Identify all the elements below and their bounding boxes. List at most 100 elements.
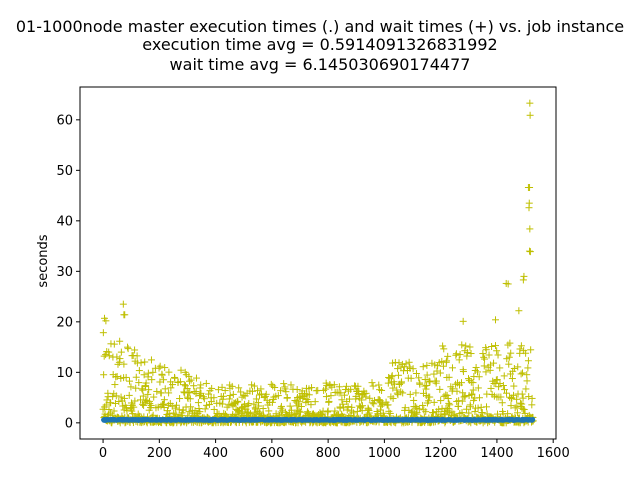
wait-time-point (340, 391, 348, 399)
wait-time-point (248, 387, 256, 395)
wait-time-point (505, 353, 513, 361)
wait-time-point (393, 386, 401, 394)
wait-time-point (463, 405, 471, 413)
wait-time-point (335, 383, 343, 391)
wait-time-point (469, 379, 477, 387)
wait-time-point (115, 358, 123, 366)
wait-time-point (262, 390, 270, 398)
wait-time-point (122, 373, 130, 381)
wait-time-point (520, 405, 528, 413)
wait-time-point (526, 225, 534, 233)
wait-time-point (492, 342, 500, 350)
wait-time-point (102, 317, 110, 325)
wait-time-point (194, 399, 202, 407)
x-tick-label: 1600 (537, 446, 570, 461)
wait-time-point (148, 376, 156, 384)
wait-time-point (369, 382, 377, 390)
wait-time-point (358, 396, 366, 404)
wait-time-point (131, 346, 139, 354)
x-tick-label: 1000 (368, 446, 401, 461)
wait-time-point (366, 394, 374, 402)
wait-time-point (192, 374, 200, 382)
wait-time-point (144, 369, 152, 377)
wait-time-point (286, 402, 294, 410)
wait-time-point (163, 407, 171, 415)
wait-time-point (131, 397, 139, 405)
wait-time-point (111, 381, 119, 389)
wait-time-point (496, 364, 504, 372)
wait-time-point (440, 392, 448, 400)
wait-time-point (522, 349, 530, 357)
wait-time-point (412, 403, 420, 411)
x-tick-label: 0 (99, 446, 107, 461)
wait-time-point (119, 300, 127, 308)
wait-time-point (135, 379, 143, 387)
wait-time-point (324, 407, 332, 415)
wait-time-point (187, 376, 195, 384)
wait-time-point (185, 377, 193, 385)
wait-time-point (110, 407, 118, 415)
wait-time-point (455, 356, 463, 364)
wait-time-point (110, 340, 118, 348)
wait-time-point (421, 375, 429, 383)
wait-time-point (116, 355, 124, 363)
wait-time-point (283, 394, 291, 402)
wait-time-point (287, 381, 295, 389)
wait-time-point (518, 390, 526, 398)
wait-time-point (430, 370, 438, 378)
wait-time-point (100, 371, 108, 379)
wait-time-point (472, 363, 480, 371)
wait-time-point (506, 339, 514, 347)
wait-time-point (117, 348, 125, 356)
wait-time-point (149, 368, 157, 376)
wait-time-point (120, 394, 128, 402)
wait-time-point (465, 375, 473, 383)
wait-time-point (132, 384, 140, 392)
wait-time-point (510, 364, 518, 372)
wait-time-point (185, 372, 193, 380)
wait-time-point (180, 388, 188, 396)
wait-time-point (176, 395, 184, 403)
wait-time-point (495, 383, 503, 391)
wait-time-point (196, 408, 204, 416)
wait-time-point (267, 380, 275, 388)
wait-time-point (469, 386, 477, 394)
wait-time-point (526, 247, 534, 255)
wait-time-point (167, 384, 175, 392)
wait-time-point (409, 365, 417, 373)
wait-time-point (494, 351, 502, 359)
wait-time-point (229, 390, 237, 398)
wait-time-point (449, 385, 457, 393)
wait-time-point (165, 389, 173, 397)
wait-time-point (140, 401, 148, 409)
wait-time-point (125, 391, 133, 399)
wait-time-point (481, 355, 489, 363)
wait-time-point (388, 373, 396, 381)
wait-time-point (482, 368, 490, 376)
wait-time-point (437, 397, 445, 405)
wait-time-point (142, 396, 150, 404)
wait-time-point (435, 405, 443, 413)
wait-time-point (297, 403, 305, 411)
wait-time-point (510, 382, 518, 390)
wait-time-point (443, 357, 451, 365)
wait-time-point (105, 352, 113, 360)
wait-time-point (513, 395, 521, 403)
wait-time-point (186, 395, 194, 403)
wait-time-point (488, 342, 496, 350)
wait-time-point (430, 398, 438, 406)
wait-time-point (304, 408, 312, 416)
wait-time-point (439, 362, 447, 370)
wait-time-point (192, 388, 200, 396)
wait-time-point (183, 384, 191, 392)
wait-time-point (358, 402, 366, 410)
wait-time-point (440, 345, 448, 353)
wait-time-point (389, 394, 397, 402)
wait-time-point (432, 377, 440, 385)
wait-time-point (337, 389, 345, 397)
plot-points (99, 99, 537, 427)
wait-time-point (497, 393, 505, 401)
wait-time-point (444, 405, 452, 413)
wait-time-point (142, 379, 150, 387)
wait-time-point (330, 381, 338, 389)
